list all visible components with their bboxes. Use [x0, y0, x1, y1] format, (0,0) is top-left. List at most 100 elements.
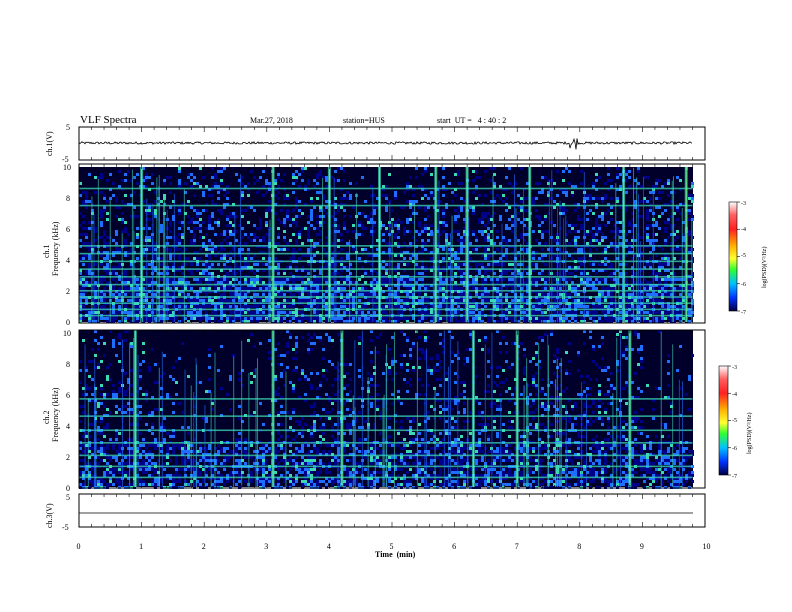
spectrogram-cell: [670, 227, 673, 230]
spectrogram-cell: [196, 215, 199, 218]
spectrogram-cell: [337, 317, 340, 320]
spectrogram-cell: [112, 272, 115, 275]
spectrogram-cell: [82, 339, 85, 342]
spectrogram-cell: [235, 230, 238, 233]
spectrogram-cell: [562, 203, 565, 206]
spectrogram-cell: [478, 293, 481, 296]
spectrogram-cell: [241, 266, 244, 269]
spectrogram-cell: [214, 233, 217, 236]
spectrogram-cell: [112, 305, 115, 308]
spectrogram-cell: [682, 317, 685, 320]
spectrogram-cell: [586, 278, 589, 281]
spectrogram-cell: [610, 230, 613, 233]
spectrogram-cell: [154, 266, 157, 269]
spectrogram-cell: [517, 317, 520, 320]
spectrogram-cell: [640, 236, 643, 239]
spectrogram-cell: [385, 185, 388, 188]
spectrogram-cell: [349, 281, 352, 284]
spectrogram-cell: [427, 197, 430, 200]
spectrogram-cell: [688, 233, 691, 236]
spectrogram-cell: [571, 224, 574, 227]
spectrogram-cell: [337, 209, 340, 212]
spectrogram-cell: [256, 227, 259, 230]
spectrogram-cell: [229, 266, 232, 269]
spectrogram-cell: [190, 311, 193, 314]
spectrogram-cell: [337, 230, 340, 233]
spectrogram-cell: [655, 239, 658, 242]
spectrogram-cell: [79, 360, 82, 363]
spectrogram-cell: [265, 284, 268, 287]
spectrogram-cell: [664, 221, 667, 224]
spectrogram-cell: [376, 281, 379, 284]
spectrogram-cell: [352, 224, 355, 227]
spectrogram-cell: [286, 215, 289, 218]
spectrogram-cell: [667, 293, 670, 296]
spectrogram-cell: [526, 287, 529, 290]
spectrogram-cell: [388, 173, 391, 176]
spectrogram-cell: [442, 248, 445, 251]
spectrogram-cell: [460, 206, 463, 209]
spectrogram-cell: [223, 299, 226, 302]
spectrogram-cell: [607, 311, 610, 314]
spectrogram-cell: [346, 299, 349, 302]
spectrogram-cell: [406, 263, 409, 266]
spectrogram-cell: [298, 320, 301, 323]
spectrogram-cell: [592, 233, 595, 236]
spectrogram-cell: [295, 320, 298, 323]
spectrogram-band: [79, 245, 693, 247]
spectrogram-cell: [211, 215, 214, 218]
spectrogram-cell: [151, 173, 154, 176]
spectrogram-cell: [619, 317, 622, 320]
spectrogram-cell: [601, 236, 604, 239]
spectrogram-cell: [178, 284, 181, 287]
spectrogram-streak: [622, 221, 624, 322]
spectrogram-cell: [301, 299, 304, 302]
spectrogram-cell: [142, 305, 145, 308]
spectrogram-cell: [274, 269, 277, 272]
spectrogram-cell: [439, 221, 442, 224]
spectrogram-cell: [649, 263, 652, 266]
spectrogram-cell: [631, 257, 634, 260]
spectrogram-cell: [535, 305, 538, 308]
spectrogram-cell: [541, 236, 544, 239]
spectrogram-cell: [595, 197, 598, 200]
spectrogram-cell: [616, 248, 619, 251]
spectrogram-cell: [370, 317, 373, 320]
spectrogram-cell: [220, 287, 223, 290]
spectrogram-cell: [511, 263, 514, 266]
spectrogram-cell: [238, 179, 241, 182]
spectrogram-cell: [421, 185, 424, 188]
spectrogram-cell: [640, 215, 643, 218]
spectrogram-cell: [94, 299, 97, 302]
spectrogram-cell: [262, 263, 265, 266]
spectrogram-cell: [244, 281, 247, 284]
spectrogram-cell: [277, 173, 280, 176]
spectrogram-cell: [85, 432, 88, 435]
spectrogram-cell: [457, 266, 460, 269]
spectrogram-cell: [490, 287, 493, 290]
spectrogram-cell: [226, 191, 229, 194]
spectrogram-cell: [688, 284, 691, 287]
spectrogram-cell: [208, 218, 211, 221]
spectrogram-cell: [619, 305, 622, 308]
spectrogram-cell: [79, 305, 82, 308]
spectrogram-cell: [682, 239, 685, 242]
spectrogram-cell: [460, 209, 463, 212]
spectrogram-cell: [322, 197, 325, 200]
spectrogram-cell: [472, 230, 475, 233]
spectrogram-cell: [169, 236, 172, 239]
spectrogram-streak: [156, 177, 158, 322]
spectrogram-cell: [103, 305, 106, 308]
spectrogram-cell: [205, 278, 208, 281]
spectrogram-cell: [661, 263, 664, 266]
spectrogram-cell: [481, 311, 484, 314]
spectrogram-cell: [508, 182, 511, 185]
spectrogram-cell: [316, 182, 319, 185]
spectrogram-cell: [148, 206, 151, 209]
spectrogram-cell: [82, 459, 85, 462]
spectrogram-cell: [115, 215, 118, 218]
spectrogram-cell: [193, 239, 196, 242]
spectrogram-cell: [592, 182, 595, 185]
spectrogram-cell: [289, 266, 292, 269]
spectrogram-cell: [199, 227, 202, 230]
